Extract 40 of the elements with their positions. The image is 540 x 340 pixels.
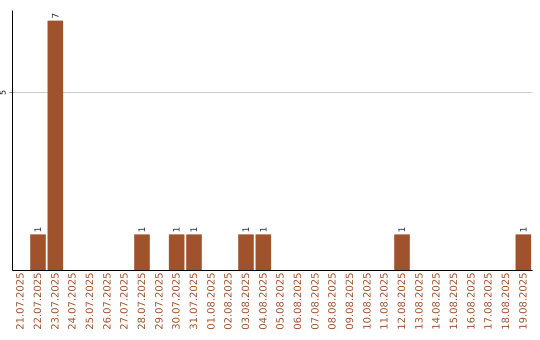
y-tick-label: 5 xyxy=(0,90,8,95)
x-tick-label: 18.08.2025 xyxy=(501,272,512,330)
data-label: 1 xyxy=(398,226,408,232)
x-tick-label: 16.08.2025 xyxy=(466,272,478,330)
x-tick-label: 21.07.2025 xyxy=(16,272,27,330)
x-tick-label: 13.08.2025 xyxy=(414,272,426,330)
x-tick-label: 14.08.2025 xyxy=(432,272,443,330)
data-label: 1 xyxy=(172,226,183,232)
data-label: 1 xyxy=(34,226,44,232)
data-label: 7 xyxy=(51,12,62,19)
x-tick-label: 03.08.2025 xyxy=(241,272,252,330)
x-tick-label: 01.08.2025 xyxy=(206,272,218,330)
x-tick-label: 27.07.2025 xyxy=(120,272,131,330)
x-tick-label: 12.08.2025 xyxy=(397,272,408,330)
x-tick-label: 09.08.2025 xyxy=(345,272,356,330)
x-tick-label: 04.08.2025 xyxy=(258,272,270,330)
x-tick-label: 17.08.2025 xyxy=(484,272,495,330)
x-tick-label: 05.08.2025 xyxy=(276,272,287,330)
x-tick-label: 31.07.2025 xyxy=(189,272,200,330)
x-tick-label: 29.07.2025 xyxy=(154,272,166,330)
x-tick-label: 08.08.2025 xyxy=(328,272,339,330)
data-label: 1 xyxy=(519,226,530,232)
data-label: 1 xyxy=(138,226,148,232)
x-tick-label: 23.07.2025 xyxy=(50,272,62,330)
x-tick-label: 22.07.2025 xyxy=(33,272,44,330)
data-label: 1 xyxy=(190,226,200,232)
x-tick-label: 26.07.2025 xyxy=(102,272,114,330)
x-tick-label: 06.08.2025 xyxy=(293,272,304,330)
x-tick-label: 30.07.2025 xyxy=(172,272,183,330)
x-tick-label: 07.08.2025 xyxy=(310,272,322,330)
x-tick-label: 25.07.2025 xyxy=(85,272,96,330)
x-tick-label: 11.08.2025 xyxy=(380,272,391,330)
x-tick-label: 24.07.2025 xyxy=(68,272,79,330)
data-label: 1 xyxy=(259,226,270,232)
x-tick-label: 10.08.2025 xyxy=(362,272,374,330)
data-label: 1 xyxy=(242,226,252,232)
x-tick-label: 02.08.2025 xyxy=(224,272,235,330)
x-tick-label: 19.08.2025 xyxy=(518,272,530,330)
x-tick-label: 28.07.2025 xyxy=(137,272,148,330)
x-tick-label: 15.08.2025 xyxy=(449,272,460,330)
